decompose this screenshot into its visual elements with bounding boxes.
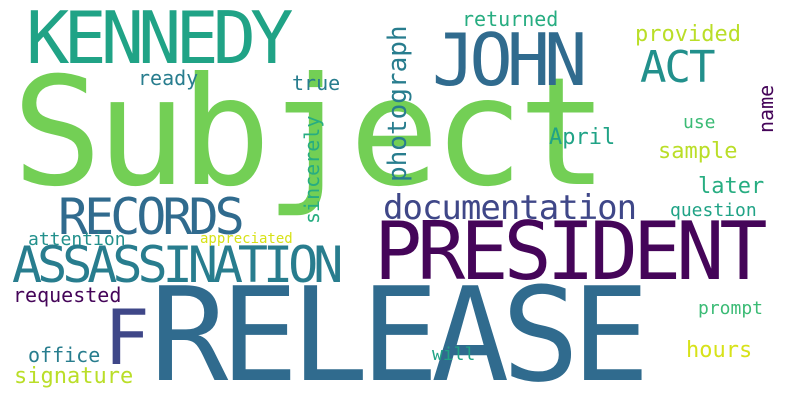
word-later: later [698, 174, 765, 199]
word-name: name [754, 84, 778, 133]
word-release: RELEASE [150, 259, 650, 405]
word-sincerely: sincerely [300, 115, 324, 224]
word-will: will [432, 344, 476, 365]
word-subject: Subject [12, 46, 608, 220]
word-f: F [104, 293, 150, 382]
word-april: April [549, 125, 616, 150]
word-returned: returned [462, 7, 559, 31]
word-requested: requested [13, 283, 122, 307]
word-provided: provided [635, 22, 741, 47]
word-president: PRESIDENT [374, 205, 767, 298]
word-ready: ready [138, 66, 199, 90]
word-signature: signature [14, 364, 134, 389]
word-assassination: ASSASSINATION [12, 236, 343, 294]
word-prompt: prompt [698, 298, 764, 319]
word-office: office [28, 343, 101, 367]
word-hours: hours [686, 338, 753, 363]
word-john: JOHN [432, 18, 587, 102]
word-kennedy: KENNEDY [26, 0, 293, 80]
word-use: use [683, 112, 716, 133]
word-question: question [670, 200, 757, 221]
word-photograph: photograph [383, 25, 413, 182]
word-true: true [292, 71, 341, 95]
word-documentation: documentation [383, 188, 637, 228]
word-attention: attention [28, 229, 126, 250]
word-sample: sample [658, 139, 738, 164]
word-records: RECORDS [58, 188, 245, 246]
word-act: ACT [640, 42, 715, 93]
word-appreciated: appreciated [200, 231, 293, 247]
